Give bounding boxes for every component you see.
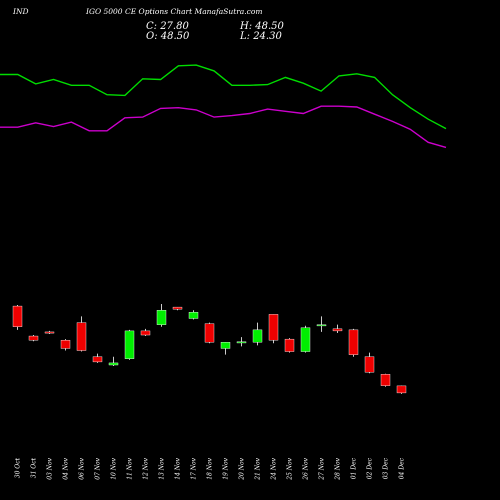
lower-band-line — [0, 105, 447, 149]
chart-subtitle: IGO 5000 CE Options Chart ManafaSutra.co… — [85, 7, 262, 16]
candle-body — [172, 306, 183, 310]
x-tick-label: 03 Nov — [47, 457, 54, 479]
x-tick-label: 02 Dec — [367, 457, 374, 479]
candle — [124, 329, 135, 360]
candle — [300, 325, 311, 353]
band-lines — [0, 64, 447, 149]
x-tick-label: 17 Nov — [191, 457, 198, 479]
candle-body — [252, 329, 263, 343]
candle — [76, 316, 87, 352]
candle — [28, 335, 39, 342]
x-tick-label: 26 Nov — [303, 457, 310, 480]
x-tick-label: 13 Nov — [159, 457, 166, 479]
candle-body — [236, 341, 247, 344]
candle — [396, 385, 407, 394]
x-tick-label: 25 Nov — [287, 457, 294, 480]
candle — [44, 330, 55, 334]
high-value: H: 48.50 — [239, 21, 285, 32]
x-tick-label: 20 Nov — [239, 457, 246, 480]
candle — [332, 324, 343, 333]
candle-body — [204, 323, 215, 343]
candle-body — [156, 310, 167, 325]
candle — [204, 322, 215, 344]
candle-body — [140, 330, 151, 336]
candle-body — [124, 330, 135, 359]
open-value: O: 48.50 — [146, 31, 190, 42]
ticker-label: IND — [12, 7, 29, 16]
close-value: C: 27.80 — [146, 21, 189, 32]
candle — [268, 314, 279, 344]
x-tick-label: 06 Nov — [79, 457, 86, 479]
candle — [140, 328, 151, 337]
candle — [12, 305, 23, 330]
candle-body — [300, 327, 311, 352]
candle-body — [44, 331, 55, 334]
candle — [220, 342, 231, 355]
candle-body — [76, 322, 87, 351]
x-axis-ticks: 30 Oct 31 Oct 03 Nov 04 Nov 06 Nov 07 Nov 10 N… — [15, 457, 406, 480]
x-tick-label: 14 Nov — [175, 457, 182, 479]
x-tick-label: 03 Dec — [383, 457, 390, 479]
low-value: L: 24.30 — [239, 31, 282, 42]
candles — [12, 304, 407, 394]
candle-body — [364, 356, 375, 373]
candle-body — [348, 329, 359, 355]
candle — [316, 316, 327, 332]
x-tick-label: 01 Dec — [351, 457, 358, 479]
candle-body — [284, 338, 295, 352]
x-tick-label: 04 Nov — [63, 457, 70, 479]
candle-body — [332, 328, 343, 332]
x-tick-label: 21 Nov — [255, 457, 262, 480]
candle — [236, 337, 247, 347]
candle — [172, 306, 183, 311]
candle-body — [396, 385, 407, 394]
candle — [156, 304, 167, 327]
candle — [188, 310, 199, 320]
x-tick-label: 10 Nov — [111, 457, 118, 479]
candle-body — [28, 335, 39, 341]
candle-body — [12, 305, 23, 327]
x-tick-label: 19 Nov — [223, 457, 230, 479]
candle-body — [92, 356, 103, 363]
candle-body — [220, 342, 231, 349]
candle-body — [60, 339, 71, 349]
x-tick-label: 12 Nov — [143, 457, 150, 479]
x-tick-label: 04 Dec — [399, 457, 406, 479]
candle — [108, 356, 119, 367]
candle — [60, 339, 71, 351]
x-tick-label: 24 Nov — [271, 457, 278, 480]
upper-band-line — [0, 64, 447, 130]
x-tick-label: 27 Nov — [319, 457, 326, 480]
candle — [380, 373, 391, 387]
x-tick-label: 11 Nov — [127, 457, 134, 479]
candle — [284, 338, 295, 353]
x-tick-label: 18 Nov — [207, 457, 214, 479]
candle-body — [316, 324, 327, 327]
x-tick-label: 07 Nov — [95, 457, 102, 479]
candle — [348, 328, 359, 357]
x-tick-label: 28 Nov — [335, 457, 342, 480]
x-tick-label: 31 Oct — [31, 457, 38, 478]
candle-body — [268, 314, 279, 341]
candle-body — [188, 312, 199, 319]
candle-body — [380, 374, 391, 386]
candle — [92, 353, 103, 363]
x-tick-label: 30 Oct — [15, 457, 22, 478]
candle — [252, 322, 263, 346]
candle — [364, 352, 375, 374]
candle-body — [108, 362, 119, 366]
